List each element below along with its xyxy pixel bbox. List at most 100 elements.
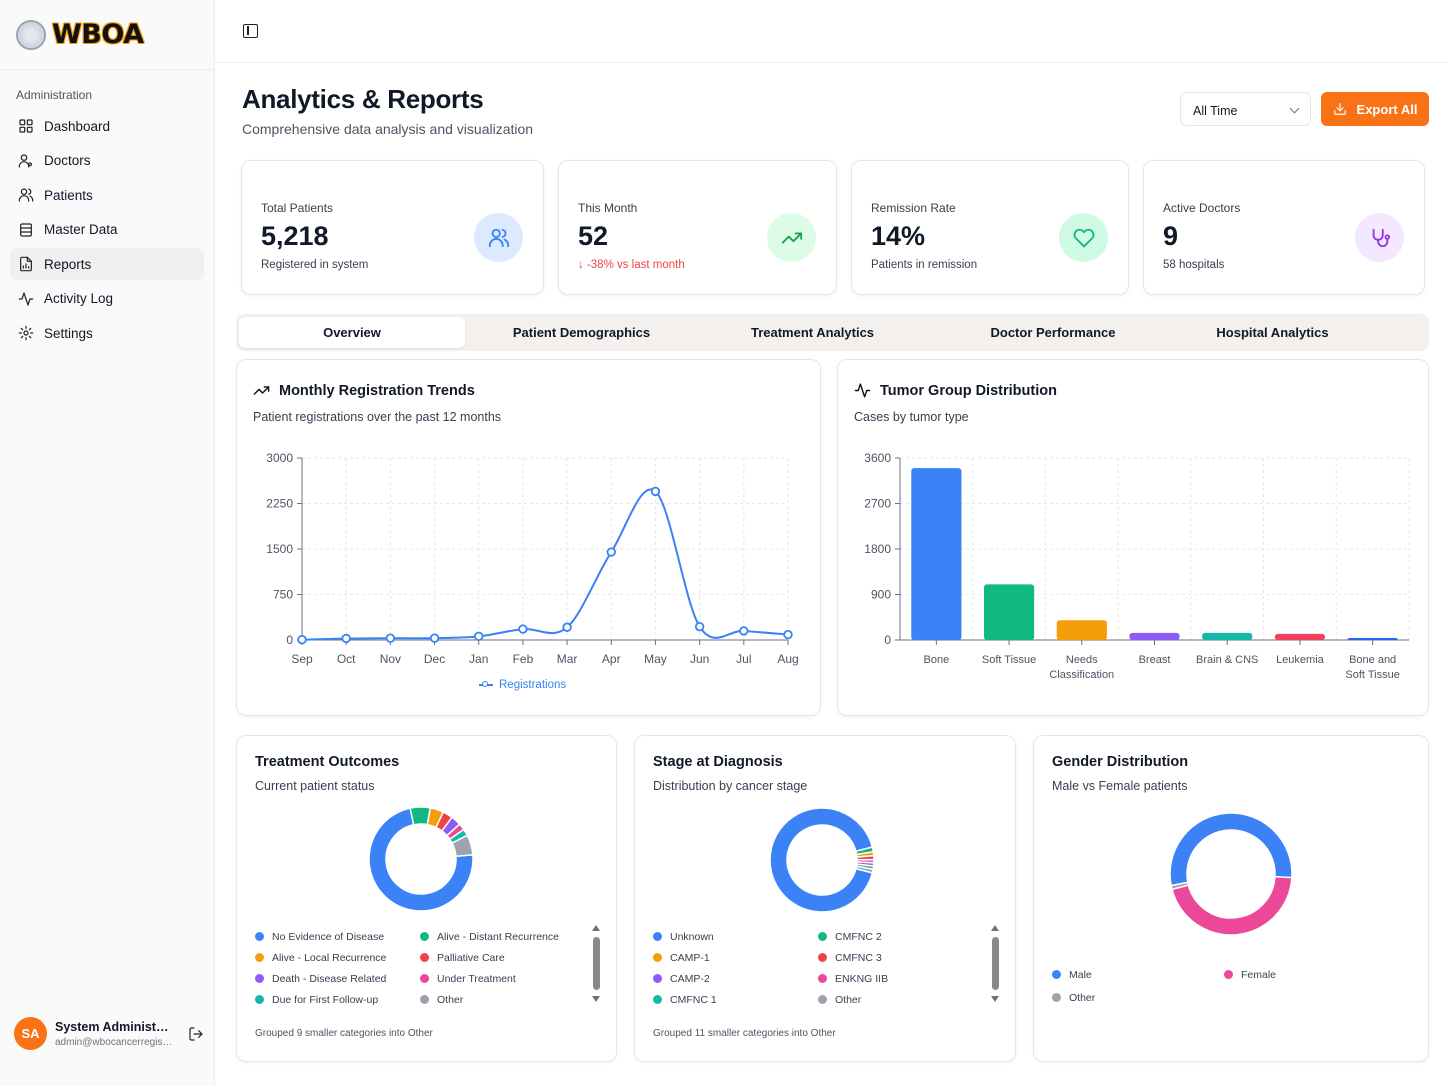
data-point bbox=[783, 629, 793, 640]
legend-dot bbox=[653, 932, 662, 941]
tab-treatment-analytics[interactable]: Treatment Analytics bbox=[750, 325, 875, 340]
donut-slice bbox=[769, 807, 874, 913]
activity-icon bbox=[18, 291, 34, 307]
x-tick-label-line: Bone and bbox=[1349, 654, 1396, 666]
legend-item[interactable]: CAMP-2 bbox=[653, 972, 818, 985]
data-point bbox=[739, 626, 749, 636]
legend-item[interactable]: Unknown bbox=[653, 930, 818, 943]
download-icon bbox=[1333, 103, 1346, 115]
donut-slice bbox=[451, 834, 474, 858]
legend-item[interactable]: Other bbox=[420, 993, 570, 1006]
stage-diagnosis-legend: Unknown CMFNC 2 CAMP-1 CMFNC 3 CAMP-2 ENKNG I… bbox=[653, 930, 963, 1006]
legend-label: Registrations bbox=[499, 679, 567, 691]
x-tick-label: Jun bbox=[690, 652, 709, 666]
x-tick-label: Soft Tissue bbox=[982, 654, 1036, 666]
legend-item[interactable]: CMFNC 3 bbox=[818, 951, 968, 964]
sidebar-item-dashboard[interactable]: Dashboard bbox=[10, 110, 204, 142]
sidebar-item-label: Doctors bbox=[44, 153, 91, 168]
users-icon bbox=[18, 187, 34, 203]
time-filter-select[interactable]: All Time bbox=[1180, 92, 1311, 126]
legend-item[interactable]: Alive - Local Recurrence bbox=[255, 951, 420, 964]
legend-item[interactable]: No Evidence of Disease bbox=[255, 930, 420, 943]
legend-item[interactable]: CMFNC 2 bbox=[818, 930, 968, 943]
tab-doctor-performance[interactable]: Doctor Performance bbox=[990, 325, 1116, 340]
x-tick-label: Dec bbox=[424, 652, 445, 666]
x-tick-label: Bone bbox=[924, 654, 950, 666]
sidebar-section-label: Administration bbox=[16, 88, 93, 102]
x-tick-label-line: Brain & CNS bbox=[1196, 654, 1258, 666]
brand[interactable]: WBOA bbox=[0, 0, 214, 70]
scroll-thumb[interactable] bbox=[991, 937, 999, 990]
scroll-thumb[interactable] bbox=[592, 937, 600, 990]
tumor-distribution-title: Tumor Group Distribution bbox=[854, 382, 1057, 399]
sidebar-item-label: Settings bbox=[44, 325, 93, 341]
logout-icon[interactable] bbox=[188, 1026, 204, 1042]
grid-icon bbox=[18, 118, 34, 134]
user-profile[interactable]: SA System Administrator admin@wbocancerr… bbox=[14, 1017, 204, 1050]
sidebar-item-reports[interactable]: Reports bbox=[10, 248, 204, 280]
stat-label: Total Patients bbox=[261, 201, 334, 215]
legend-scrollbar[interactable] bbox=[990, 925, 1000, 1002]
sidebar: WBOA Administration Dashboard Doctors Pa… bbox=[0, 0, 215, 1086]
scroll-up-icon[interactable] bbox=[990, 925, 999, 931]
x-tick-label: Needs Classification bbox=[1049, 654, 1114, 681]
tab-overview[interactable]: Overview bbox=[239, 317, 465, 348]
sidebar-item-activity-log[interactable]: Activity Log bbox=[10, 283, 204, 315]
data-point bbox=[694, 621, 705, 632]
gear-icon bbox=[18, 325, 34, 341]
y-tick-label: 2700 bbox=[864, 497, 891, 511]
tab-patient-demographics[interactable]: Patient Demographics bbox=[512, 325, 651, 340]
x-tick-label-line: Leukemia bbox=[1276, 654, 1325, 666]
registration-trends-subtitle: Patient registrations over the past 12 m… bbox=[253, 410, 502, 424]
legend-item[interactable]: Palliative Care bbox=[420, 951, 570, 964]
y-tick-label: 0 bbox=[286, 633, 293, 647]
export-all-button[interactable]: Export All bbox=[1321, 92, 1429, 126]
sidebar-nav: Dashboard Doctors Patients Master Data R… bbox=[0, 110, 214, 349]
sidebar-toggle-icon[interactable] bbox=[243, 24, 258, 38]
legend-dot bbox=[818, 995, 827, 1004]
y-tick-label: 0 bbox=[884, 633, 891, 647]
sidebar-item-doctors[interactable]: Doctors bbox=[10, 145, 204, 177]
stat-value: 52 bbox=[578, 221, 609, 251]
legend-item[interactable]: Alive - Distant Recurrence bbox=[420, 930, 570, 943]
legend-item[interactable]: CAMP-1 bbox=[653, 951, 818, 964]
stat-sub: Registered in system bbox=[261, 259, 369, 271]
tab-hospital-analytics[interactable]: Hospital Analytics bbox=[1216, 325, 1329, 340]
export-all-label: Export All bbox=[1356, 101, 1418, 117]
legend-label: CMFNC 3 bbox=[835, 951, 882, 964]
legend-label: CMFNC 2 bbox=[835, 930, 882, 943]
topbar bbox=[215, 0, 1448, 63]
legend-item[interactable]: Due for First Follow-up bbox=[255, 993, 420, 1006]
registration-legend[interactable]: Registrations bbox=[479, 679, 566, 691]
legend-item[interactable]: Other bbox=[818, 993, 968, 1006]
page-title: Analytics & Reports bbox=[242, 84, 484, 114]
legend-item[interactable]: CMFNC 1 bbox=[653, 993, 818, 1006]
legend-item[interactable]: Other bbox=[1052, 991, 1224, 1004]
trending-up-icon bbox=[767, 213, 816, 262]
scroll-up-icon[interactable] bbox=[591, 925, 600, 931]
data-point bbox=[562, 622, 572, 632]
stat-sub: ↓ -38% vs last month bbox=[578, 259, 685, 271]
x-tick-label: Brain & CNS bbox=[1196, 654, 1258, 666]
stat-value: 14% bbox=[871, 221, 926, 251]
legend-item[interactable]: ENKNG IIB bbox=[818, 972, 968, 985]
legend-item[interactable]: Death - Disease Related bbox=[255, 972, 420, 985]
legend-label: Death - Disease Related bbox=[272, 972, 387, 985]
scroll-down-icon[interactable] bbox=[990, 996, 999, 1002]
user-email: admin@wbocancerregistry.org bbox=[55, 1036, 173, 1048]
sidebar-item-settings[interactable]: Settings bbox=[10, 317, 204, 349]
legend-dot bbox=[1052, 993, 1061, 1002]
legend-item[interactable]: Male bbox=[1052, 968, 1224, 981]
legend-item[interactable]: Under Treatment bbox=[420, 972, 570, 985]
legend-label: Alive - Distant Recurrence bbox=[437, 930, 559, 943]
stat-sub: Patients in remission bbox=[871, 259, 978, 271]
data-point bbox=[429, 633, 440, 643]
legend-item[interactable]: Female bbox=[1224, 968, 1374, 981]
scroll-down-icon[interactable] bbox=[591, 996, 600, 1002]
x-tick-label: Mar bbox=[557, 652, 578, 666]
legend-dot bbox=[255, 953, 264, 962]
heart-icon bbox=[1059, 213, 1108, 262]
sidebar-item-master-data[interactable]: Master Data bbox=[10, 214, 204, 246]
sidebar-item-patients[interactable]: Patients bbox=[10, 179, 204, 211]
legend-scrollbar[interactable] bbox=[591, 925, 601, 1002]
